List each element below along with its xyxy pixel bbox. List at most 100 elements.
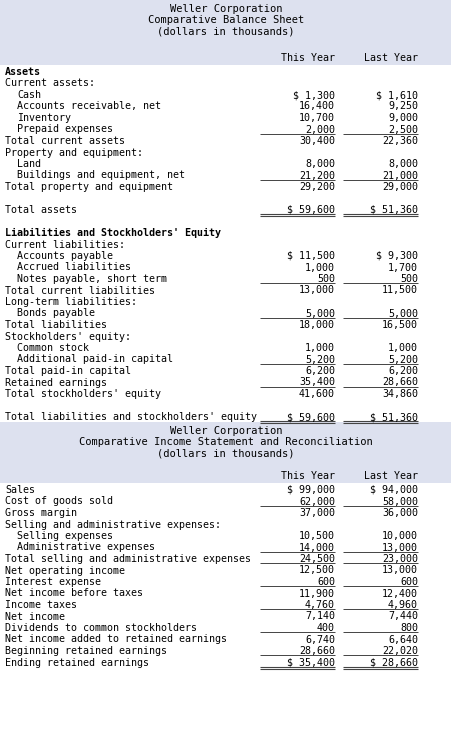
Text: (dollars in thousands): (dollars in thousands)	[157, 448, 294, 458]
Text: 2,000: 2,000	[304, 125, 334, 134]
Text: Current liabilities:: Current liabilities:	[5, 240, 125, 249]
Text: Notes payable, short term: Notes payable, short term	[17, 274, 166, 284]
Text: 30,400: 30,400	[299, 136, 334, 146]
Text: Total assets: Total assets	[5, 205, 77, 215]
Text: $ 28,660: $ 28,660	[369, 658, 417, 667]
Text: Total liabilities and stockholders' equity: Total liabilities and stockholders' equi…	[5, 412, 257, 422]
Text: Total current assets: Total current assets	[5, 136, 125, 146]
Text: 5,200: 5,200	[387, 354, 417, 365]
Text: 62,000: 62,000	[299, 497, 334, 506]
Text: $ 99,000: $ 99,000	[286, 485, 334, 495]
Text: Comparative Income Statement and Reconciliation: Comparative Income Statement and Reconci…	[79, 437, 372, 447]
Text: 10,000: 10,000	[381, 531, 417, 541]
Text: 1,700: 1,700	[387, 263, 417, 272]
Text: 14,000: 14,000	[299, 542, 334, 553]
Bar	[0, 0, 451, 52]
Text: $ 1,610: $ 1,610	[375, 90, 417, 100]
Text: Comparative Balance Sheet: Comparative Balance Sheet	[147, 15, 304, 25]
Text: 8,000: 8,000	[387, 159, 417, 169]
Text: 16,500: 16,500	[381, 320, 417, 330]
Text: 11,500: 11,500	[381, 286, 417, 295]
Text: 58,000: 58,000	[381, 497, 417, 506]
Text: 21,200: 21,200	[299, 170, 334, 181]
Text: $ 11,500: $ 11,500	[286, 251, 334, 261]
Text: Current assets:: Current assets:	[5, 78, 95, 89]
Text: 1,000: 1,000	[304, 263, 334, 272]
Text: 600: 600	[316, 577, 334, 587]
Text: 41,600: 41,600	[299, 389, 334, 399]
Text: 29,200: 29,200	[299, 182, 334, 192]
Text: 21,000: 21,000	[381, 170, 417, 181]
Text: 1,000: 1,000	[387, 343, 417, 353]
Bar	[0, 470, 451, 483]
Text: 12,400: 12,400	[381, 588, 417, 599]
Text: Total paid-in capital: Total paid-in capital	[5, 366, 131, 376]
Text: Property and equipment:: Property and equipment:	[5, 148, 143, 157]
Text: Buildings and equipment, net: Buildings and equipment, net	[17, 170, 184, 181]
Text: 11,900: 11,900	[299, 588, 334, 599]
Text: 16,400: 16,400	[299, 102, 334, 111]
Text: Accounts payable: Accounts payable	[17, 251, 113, 261]
Text: 5,000: 5,000	[387, 308, 417, 319]
Text: Administrative expenses: Administrative expenses	[17, 542, 155, 553]
Text: 6,200: 6,200	[387, 366, 417, 376]
Text: 600: 600	[399, 577, 417, 587]
Text: Total property and equipment: Total property and equipment	[5, 182, 173, 192]
Text: Net income: Net income	[5, 612, 65, 621]
Text: $ 51,360: $ 51,360	[369, 205, 417, 215]
Text: Income taxes: Income taxes	[5, 600, 77, 610]
Text: Retained earnings: Retained earnings	[5, 378, 107, 387]
Text: Net income before taxes: Net income before taxes	[5, 588, 143, 599]
Text: Total stockholders' equity: Total stockholders' equity	[5, 389, 161, 399]
Text: 800: 800	[399, 623, 417, 633]
Text: 10,700: 10,700	[299, 113, 334, 123]
Text: 5,200: 5,200	[304, 354, 334, 365]
Text: Net income added to retained earnings: Net income added to retained earnings	[5, 635, 226, 644]
Text: 37,000: 37,000	[299, 508, 334, 518]
Text: 35,400: 35,400	[299, 378, 334, 387]
Text: 6,740: 6,740	[304, 635, 334, 644]
Text: Cash: Cash	[17, 90, 41, 100]
Text: 4,960: 4,960	[387, 600, 417, 610]
Text: $ 94,000: $ 94,000	[369, 485, 417, 495]
Text: Total liabilities: Total liabilities	[5, 320, 107, 330]
Text: Cost of goods sold: Cost of goods sold	[5, 497, 113, 506]
Text: Interest expense: Interest expense	[5, 577, 101, 587]
Text: Gross margin: Gross margin	[5, 508, 77, 518]
Text: 22,020: 22,020	[381, 646, 417, 656]
Text: Selling and administrative expenses:: Selling and administrative expenses:	[5, 520, 221, 529]
Text: 23,000: 23,000	[381, 554, 417, 564]
Text: 4,760: 4,760	[304, 600, 334, 610]
Text: This Year: This Year	[281, 471, 334, 481]
Text: 13,000: 13,000	[381, 542, 417, 553]
Text: Net operating income: Net operating income	[5, 565, 125, 576]
Text: Prepaid expenses: Prepaid expenses	[17, 125, 113, 134]
Text: (dollars in thousands): (dollars in thousands)	[157, 26, 294, 36]
Text: $ 9,300: $ 9,300	[375, 251, 417, 261]
Text: 36,000: 36,000	[381, 508, 417, 518]
Text: 10,500: 10,500	[299, 531, 334, 541]
Text: Total selling and administrative expenses: Total selling and administrative expense…	[5, 554, 250, 564]
Text: 1,000: 1,000	[304, 343, 334, 353]
Text: Ending retained earnings: Ending retained earnings	[5, 658, 149, 667]
Text: Last Year: Last Year	[363, 471, 417, 481]
Text: Sales: Sales	[5, 485, 35, 495]
Text: 5,000: 5,000	[304, 308, 334, 319]
Text: Long-term liabilities:: Long-term liabilities:	[5, 297, 137, 307]
Text: 12,500: 12,500	[299, 565, 334, 576]
Text: 28,660: 28,660	[381, 378, 417, 387]
Text: Inventory: Inventory	[17, 113, 71, 123]
Text: 400: 400	[316, 623, 334, 633]
Bar	[0, 422, 451, 470]
Text: $ 59,600: $ 59,600	[286, 412, 334, 422]
Text: Weller Corporation: Weller Corporation	[170, 426, 281, 436]
Text: 6,200: 6,200	[304, 366, 334, 376]
Text: Stockholders' equity:: Stockholders' equity:	[5, 331, 131, 342]
Text: 22,360: 22,360	[381, 136, 417, 146]
Text: 7,140: 7,140	[304, 612, 334, 621]
Text: This Year: This Year	[281, 53, 334, 63]
Text: $ 1,300: $ 1,300	[292, 90, 334, 100]
Text: Land: Land	[17, 159, 41, 169]
Text: Common stock: Common stock	[17, 343, 89, 353]
Text: Additional paid-in capital: Additional paid-in capital	[17, 354, 173, 365]
